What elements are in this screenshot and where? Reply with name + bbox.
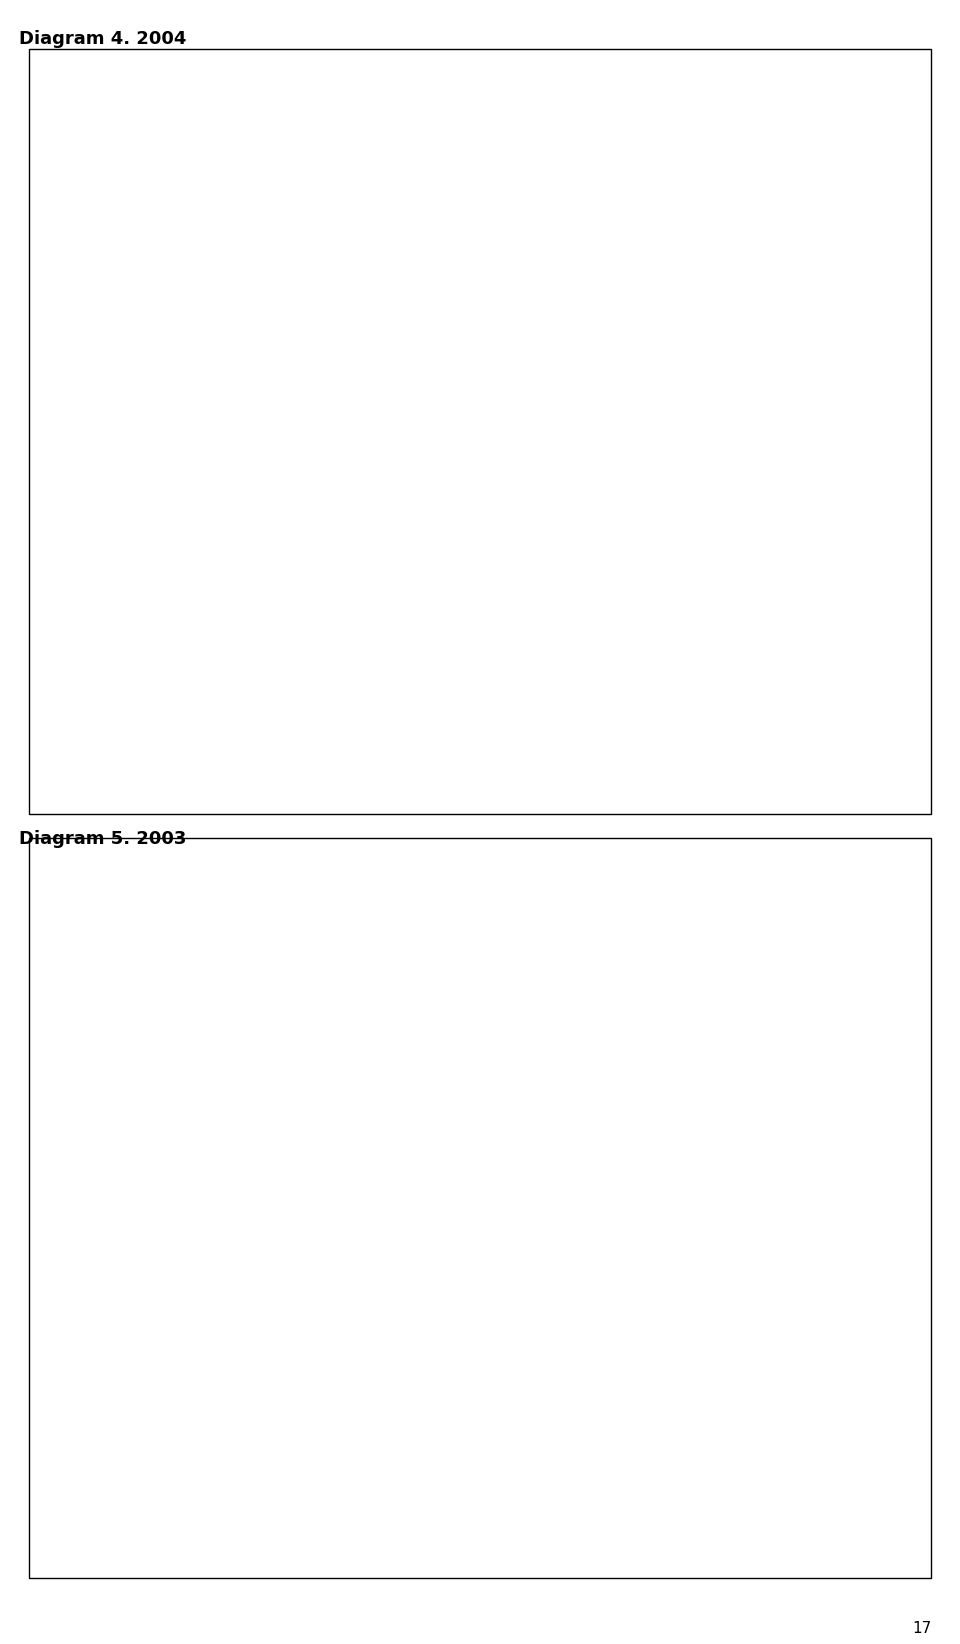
Text: 17: 17 [912,1621,931,1636]
Wedge shape [420,464,442,501]
Wedge shape [416,465,442,501]
Text: European Executive
Express AB; 6: European Executive Express AB; 6 [280,472,401,495]
Text: Fly Me Sweden AB; 5: Fly Me Sweden AB; 5 [291,454,412,472]
Wedge shape [421,1241,442,1279]
Text: Nordic Airlink Holding AB;
9: Nordic Airlink Holding AB; 9 [247,492,399,513]
Wedge shape [410,469,442,501]
Wedge shape [415,1246,442,1279]
Wedge shape [403,1258,442,1279]
Wedge shape [438,460,442,501]
Wedge shape [419,1243,442,1279]
Text: Lufthansa German
Airlines; 2: Lufthansa German Airlines; 2 [314,1218,420,1245]
Text: European Executive
Express AB; 3: European Executive Express AB; 3 [313,1215,424,1241]
Wedge shape [427,1240,442,1279]
Wedge shape [400,495,442,510]
Text: Sterling Airlines AS; 3: Sterling Airlines AS; 3 [292,1228,416,1246]
Text: SWEDLINE EXPRESS
AB; 6: SWEDLINE EXPRESS AB; 6 [284,1246,404,1268]
Text: Finnair Oyj; 6: Finnair Oyj; 6 [327,1238,410,1253]
Text: West Air Sweden AB; 2: West Air Sweden AB; 2 [310,437,433,460]
Wedge shape [424,462,442,501]
Text: Skyways Express AB; 26: Skyways Express AB; 26 [299,543,430,564]
Wedge shape [428,462,442,501]
Text: Flygföretag som den 17 oktober 2003 nyttjar mer än en slot i tidsintervallet
06:: Flygföretag som den 17 oktober 2003 nytt… [212,903,748,931]
Text: Scandinavian Airlines
Systems; 68: Scandinavian Airlines Systems; 68 [484,482,613,505]
Text: Finnair Oyj; 6: Finnair Oyj; 6 [322,465,406,478]
Text: Lufthansa Cityline; 2: Lufthansa Cityline; 2 [331,1215,440,1238]
Text: TUIfly Nordic AB; 2: TUIfly Nordic AB; 2 [330,1217,432,1238]
Wedge shape [434,1238,442,1279]
Wedge shape [442,1238,481,1318]
Text: My Travel Airways A/S; 2: My Travel Airways A/S; 2 [306,437,436,459]
Text: Diagram 4. 2004: Diagram 4. 2004 [19,30,186,48]
Wedge shape [435,460,442,501]
Wedge shape [442,460,483,541]
Text: SWEDLINE EXPRESS
AB; 3: SWEDLINE EXPRESS AB; 3 [302,441,418,467]
Text: Lufthansa German
Airlines; 2: Lufthansa German Airlines; 2 [323,434,426,462]
Text: Blue 1 OY; 13: Blue 1 OY; 13 [318,521,404,534]
Wedge shape [404,475,442,501]
Text: Lithuanian Airlines; 2: Lithuanian Airlines; 2 [312,1218,428,1240]
Text: Air Botnia AB, OY; 9: Air Botnia AB, OY; 9 [281,1271,401,1281]
Text: Lufthansa Cityline; 2: Lufthansa Cityline; 2 [331,436,440,459]
Wedge shape [400,483,442,501]
Text: Swe Fly AB; 3: Swe Fly AB; 3 [343,444,421,464]
Wedge shape [402,1269,442,1286]
Wedge shape [402,1279,443,1318]
Wedge shape [401,501,442,529]
Wedge shape [430,1240,442,1279]
Text: Scandinavian Airlines
Systems; 66: Scandinavian Airlines Systems; 66 [482,1268,612,1289]
Text: Sterling Airlines AS; 2: Sterling Airlines AS; 2 [311,439,429,460]
Wedge shape [438,1238,442,1279]
Text: Diagram 5. 2003: Diagram 5. 2003 [19,830,186,848]
Text: Flygföretag som den 14 oktober 2004 nyttjar mer än en slot i tidsintervallet
06:: Flygföretag som den 14 oktober 2004 nytt… [212,113,748,141]
Text: Estonian Air, S/E; 2: Estonian Air, S/E; 2 [334,1217,436,1238]
Text: Skyways Express AB; 30: Skyways Express AB; 30 [278,1310,416,1328]
Wedge shape [431,460,442,501]
Wedge shape [411,501,453,543]
Wedge shape [407,1249,442,1279]
